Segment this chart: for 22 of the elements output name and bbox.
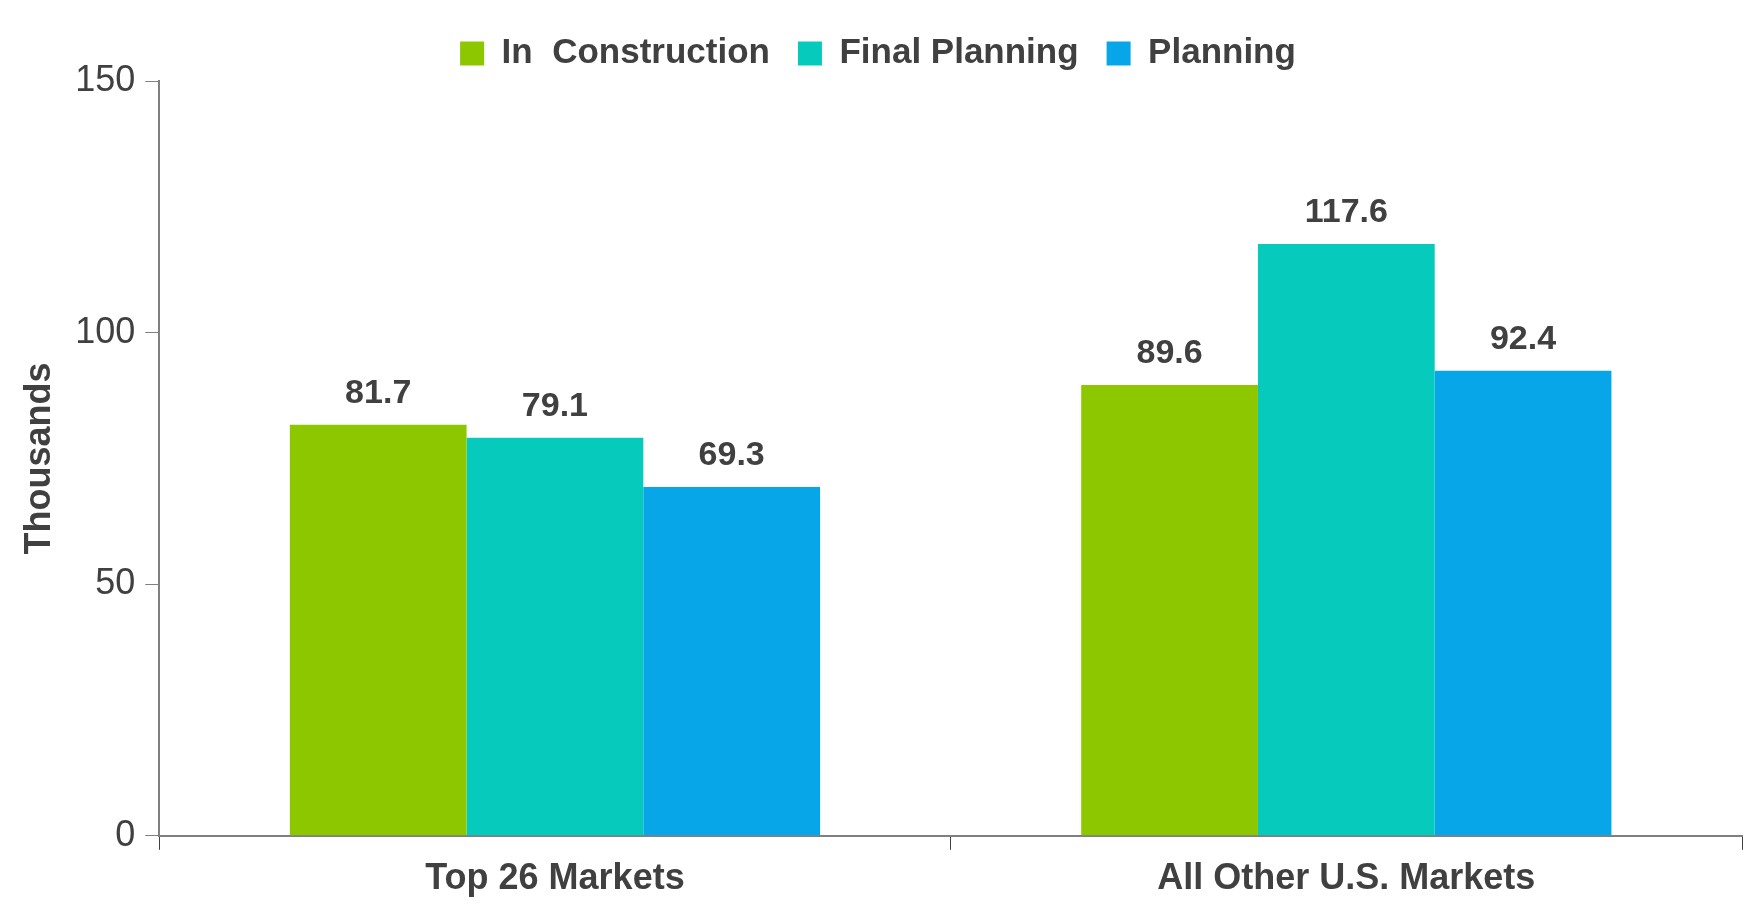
data-label: 81.7 — [345, 372, 412, 411]
y-tick-label: 150 — [75, 57, 136, 99]
x-tick-label: Top 26 Markets — [425, 856, 685, 898]
legend-label: Final Planning — [839, 31, 1079, 71]
data-label: 89.6 — [1136, 332, 1203, 371]
legend-label: Planning — [1148, 31, 1296, 71]
y-tick-label: 100 — [75, 309, 136, 351]
bar — [289, 424, 467, 836]
y-tick-label: 0 — [115, 812, 136, 854]
data-label: 92.4 — [1489, 318, 1557, 357]
bar — [1434, 370, 1612, 836]
bar — [466, 437, 644, 836]
data-label: 79.1 — [521, 385, 589, 424]
legend-label: In Construction — [501, 31, 770, 71]
data-label: 69.3 — [698, 434, 765, 473]
bar — [1081, 384, 1258, 836]
bar — [643, 487, 821, 836]
x-tick-label: All Other U.S. Markets — [1157, 856, 1536, 898]
bar — [1257, 244, 1435, 836]
y-axis-title: Thousands — [16, 362, 58, 555]
data-label: 117.6 — [1304, 191, 1388, 230]
y-tick-label: 50 — [95, 561, 136, 603]
